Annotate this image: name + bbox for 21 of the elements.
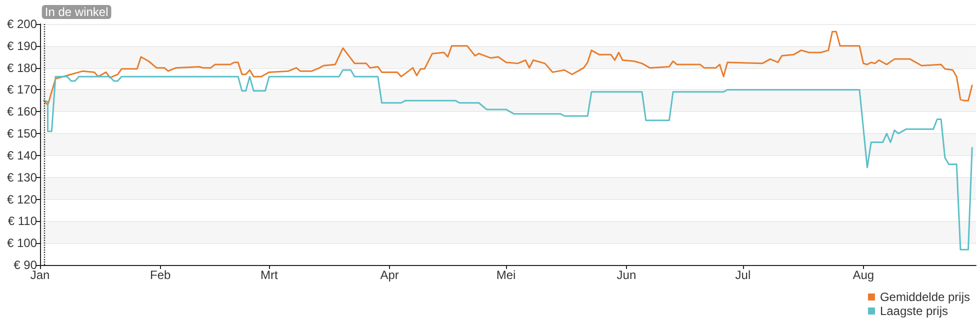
y-tick-label: € 200 bbox=[6, 17, 38, 31]
y-tick-label: € 110 bbox=[8, 214, 38, 228]
x-tick-label: Mrt bbox=[260, 268, 278, 282]
y-tick-label: € 160 bbox=[6, 104, 38, 119]
y-tick-label: € 100 bbox=[6, 236, 38, 250]
y-tick-label: € 120 bbox=[6, 192, 38, 206]
x-tick-label: Mei bbox=[496, 268, 516, 282]
y-tick-label: € 170 bbox=[6, 82, 38, 97]
y-tick-label: € 180 bbox=[6, 60, 38, 75]
y-tick-label: € 130 bbox=[6, 170, 38, 184]
y-tick-label: € 140 bbox=[6, 148, 38, 162]
x-tick-label: Feb bbox=[150, 268, 172, 282]
ref-line-label: In de winkel bbox=[44, 5, 108, 19]
y-tick-label: € 190 bbox=[6, 38, 38, 53]
x-tick-label: Jun bbox=[616, 268, 636, 282]
y-tick-label: € 150 bbox=[6, 126, 38, 141]
x-tick-label: Apr bbox=[380, 268, 399, 282]
legend-label: Laagste prijs bbox=[880, 304, 948, 318]
x-tick-label: Jul bbox=[735, 268, 751, 282]
x-tick-label: Aug bbox=[852, 268, 874, 282]
legend-label: Gemiddelde prijs bbox=[880, 290, 970, 304]
